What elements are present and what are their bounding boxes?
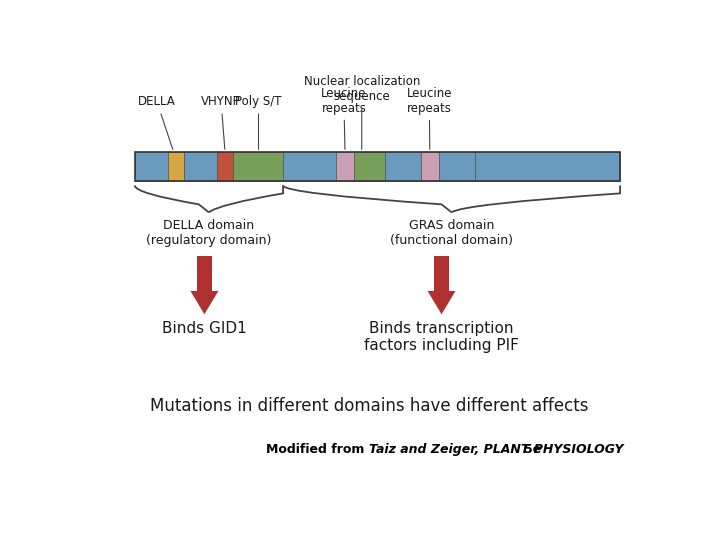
Text: GRAS domain
(functional domain): GRAS domain (functional domain): [390, 219, 513, 247]
Bar: [135, 152, 168, 181]
Bar: [475, 152, 620, 181]
Polygon shape: [428, 291, 456, 314]
Text: Modified from: Modified from: [266, 443, 369, 456]
Text: Nuclear localization
sequence: Nuclear localization sequence: [304, 75, 420, 150]
Text: 5e: 5e: [524, 443, 541, 456]
Text: Binds transcription
factors including PIF: Binds transcription factors including PI…: [364, 321, 519, 353]
Bar: [217, 152, 233, 181]
Bar: [283, 152, 336, 181]
Text: DELLA: DELLA: [138, 96, 176, 150]
Bar: [197, 256, 212, 291]
Text: Taiz and Zeiger, PLANT PHYSIOLOGY: Taiz and Zeiger, PLANT PHYSIOLOGY: [369, 443, 624, 456]
Bar: [434, 256, 449, 291]
Text: Binds GID1: Binds GID1: [162, 321, 247, 335]
Bar: [184, 152, 217, 181]
Text: DELLA domain
(regulatory domain): DELLA domain (regulatory domain): [146, 219, 271, 247]
Text: Leucine
repeats: Leucine repeats: [407, 87, 452, 150]
Bar: [168, 152, 184, 181]
Bar: [354, 152, 384, 181]
Text: VHYNP: VHYNP: [202, 96, 241, 150]
Bar: [233, 152, 283, 181]
Polygon shape: [190, 291, 218, 314]
Bar: [384, 152, 421, 181]
Bar: [135, 152, 620, 181]
Bar: [336, 152, 354, 181]
Bar: [421, 152, 438, 181]
Text: Poly S/T: Poly S/T: [235, 96, 282, 150]
Bar: [438, 152, 475, 181]
Text: Mutations in different domains have different affects: Mutations in different domains have diff…: [150, 397, 588, 415]
Text: Leucine
repeats: Leucine repeats: [321, 87, 366, 150]
